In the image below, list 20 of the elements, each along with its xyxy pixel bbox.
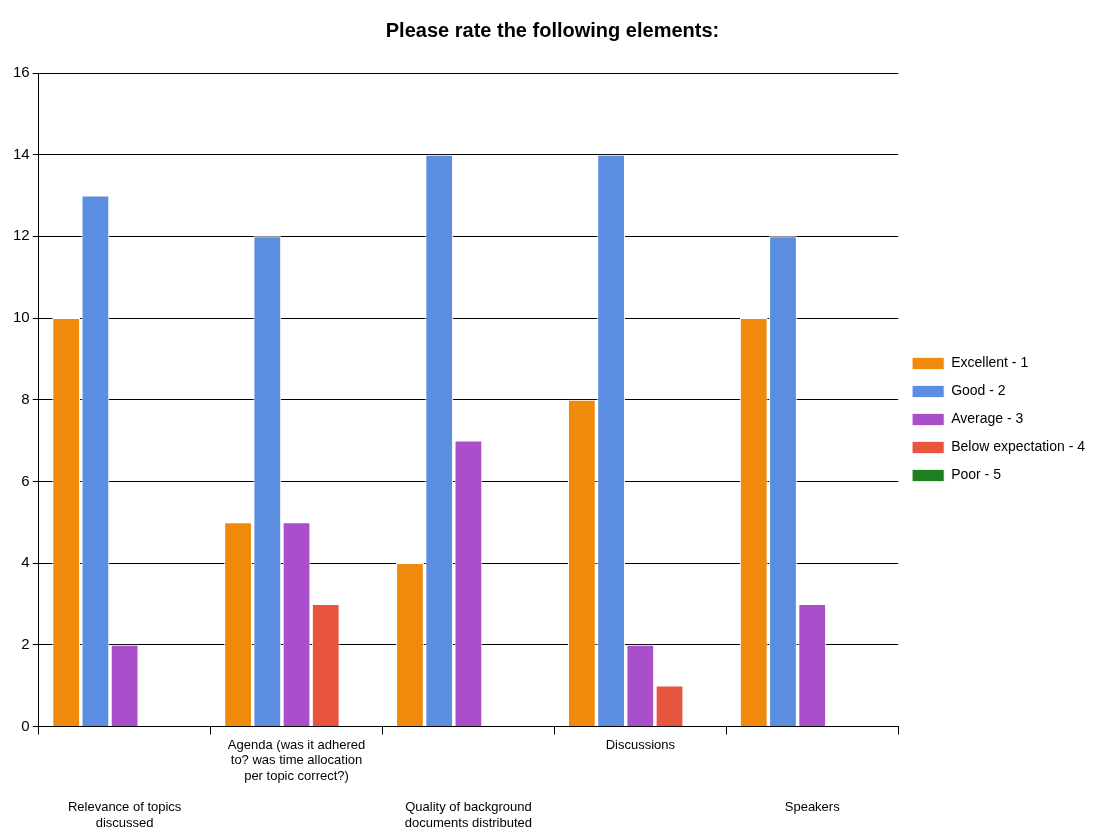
- y-tick-label: 12: [13, 226, 30, 244]
- y-tick-label: 10: [13, 308, 30, 326]
- y-tick-label: 8: [21, 389, 30, 407]
- x-tick-label: Discussions: [605, 736, 676, 752]
- x-tick-label: Speakers: [784, 799, 841, 815]
- y-tick-label: 16: [13, 63, 30, 81]
- legend-label: Excellent - 1: [951, 354, 1029, 371]
- legend-label: Poor - 5: [951, 466, 1002, 483]
- chart-title: Please rate the following elements:: [385, 18, 720, 41]
- legend-label: Good - 2: [951, 382, 1006, 399]
- y-tick-label: 0: [21, 716, 30, 734]
- x-tick-label: Relevance of topics discussed: [67, 799, 182, 830]
- y-tick-label: 6: [21, 471, 30, 489]
- y-tick-label: 2: [21, 634, 30, 652]
- legend-label: Average - 3: [951, 410, 1024, 427]
- y-tick-label: 4: [21, 553, 30, 571]
- legend-label: Below expectation - 4: [951, 438, 1086, 455]
- y-tick-label: 14: [13, 144, 30, 162]
- x-tick-label: Quality of background documents distributed: [404, 799, 533, 830]
- x-tick-label: Agenda (was it adhered to? was time allocation per topic correct?): [227, 736, 366, 783]
